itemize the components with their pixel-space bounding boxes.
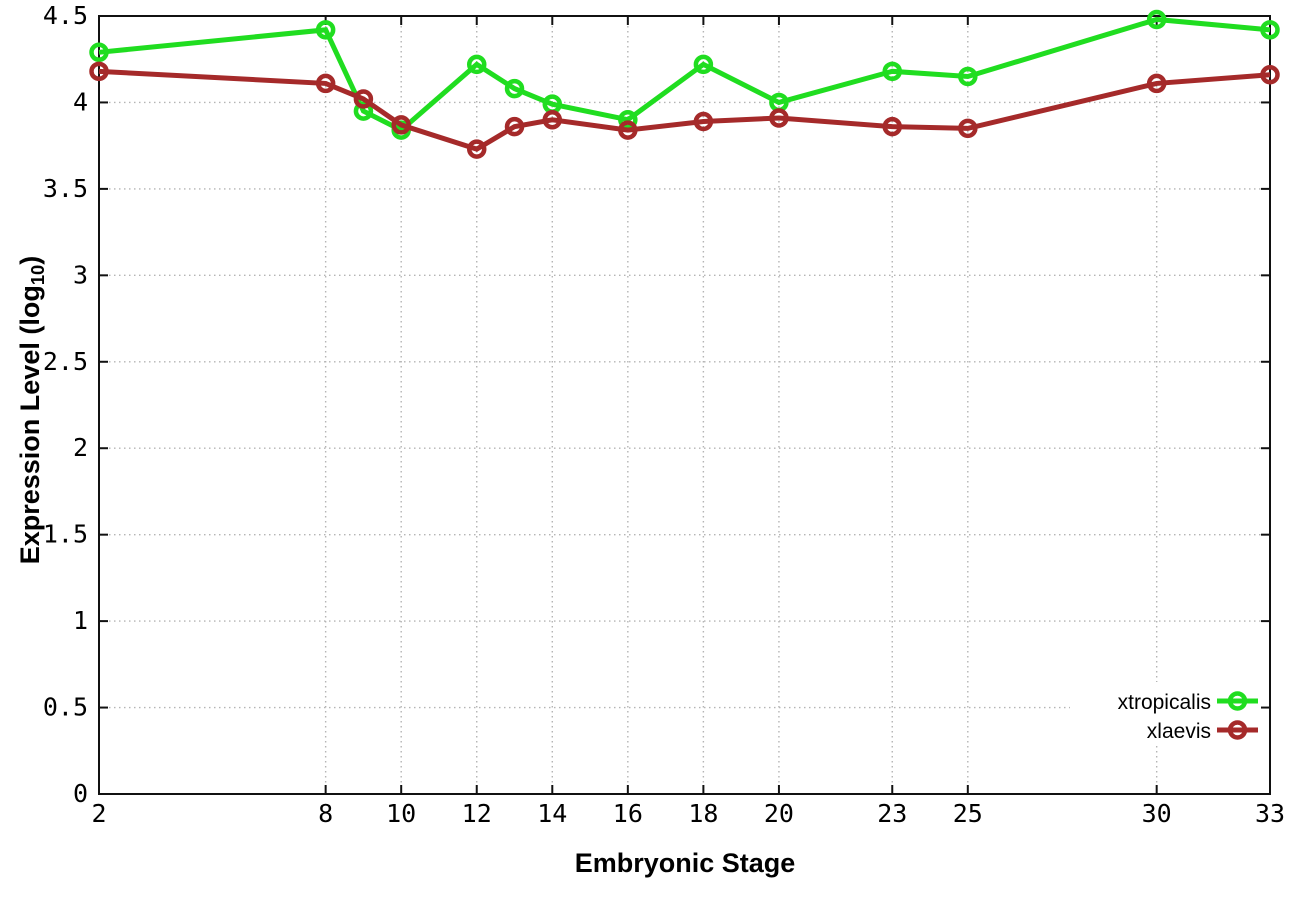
y-tick-label: 3.5: [43, 174, 88, 203]
data-point-xlaevis: [618, 120, 638, 140]
series-line-xlaevis: [98, 68, 1271, 152]
data-point-xtropicalis: [1260, 20, 1280, 40]
data-point-xlaevis: [1146, 73, 1167, 94]
data-point-xlaevis: [769, 108, 789, 128]
y-tick-label: 0.5: [43, 693, 88, 722]
x-tick-label: 16: [613, 799, 643, 828]
y-tick-label: 1.5: [43, 520, 88, 549]
data-point-xtropicalis: [89, 42, 109, 63]
x-tick-label: 14: [537, 799, 567, 828]
legend-label: xtropicalis: [1118, 691, 1211, 714]
series-xlaevis: [89, 61, 1280, 159]
y-tick-label: 3: [73, 260, 88, 289]
data-point-xtropicalis: [315, 20, 336, 40]
legend-label: xlaevis: [1147, 720, 1211, 743]
x-tick-label: 20: [764, 799, 794, 828]
data-point-xtropicalis: [504, 78, 525, 99]
x-tick-label: 25: [953, 799, 983, 828]
data-point-xtropicalis: [353, 101, 374, 121]
x-tick-label: 33: [1255, 799, 1285, 828]
legend-sample-marker: [1227, 691, 1248, 711]
y-tick-label: 2.5: [43, 347, 88, 376]
data-point-xlaevis: [315, 73, 336, 94]
data-point-xtropicalis: [882, 61, 903, 82]
x-tick-label: 8: [318, 799, 333, 828]
plot-border: [98, 15, 1271, 795]
x-tick-label: 12: [462, 799, 492, 828]
y-tick-label: 1: [73, 606, 88, 635]
x-tick-label: 2: [91, 799, 106, 828]
data-point-xlaevis: [1260, 65, 1280, 85]
data-point-xtropicalis: [466, 54, 487, 75]
data-point-xtropicalis: [618, 109, 638, 130]
data-point-xtropicalis: [958, 66, 978, 87]
legend-sample-marker: [1227, 720, 1248, 740]
x-tick-label: 23: [877, 799, 907, 828]
series-xtropicalis: [89, 9, 1280, 140]
data-point-xtropicalis: [693, 54, 714, 75]
data-point-xlaevis: [504, 116, 525, 137]
y-axis-title-close-paren: ): [15, 255, 45, 265]
data-point-xlaevis: [882, 116, 903, 137]
x-tick-label: 30: [1142, 799, 1172, 828]
y-tick-label: 4.5: [43, 1, 88, 30]
y-axis-title: Expression Level (log10): [13, 10, 48, 810]
data-point-xlaevis: [89, 61, 109, 82]
data-point-xlaevis: [466, 139, 487, 159]
series-line-xtropicalis: [98, 16, 1271, 134]
data-point-xlaevis: [958, 118, 978, 139]
legend-item-xlaevis: xlaevis: [1147, 720, 1258, 743]
y-tick-label: 4: [73, 87, 88, 116]
y-tick-label: 0: [73, 779, 88, 808]
data-point-xlaevis: [542, 109, 563, 130]
data-point-xtropicalis: [1146, 9, 1167, 30]
legend-item-xtropicalis: xtropicalis: [1118, 691, 1258, 714]
x-tick-label: 10: [386, 799, 416, 828]
y-axis-title-subscript: 10: [26, 264, 48, 286]
data-point-xlaevis: [391, 115, 411, 135]
x-tick-label: 18: [688, 799, 718, 828]
y-axis-title-text: Expression Level (log: [15, 285, 45, 565]
y-tick-label: 2: [73, 433, 88, 462]
data-point-xlaevis: [693, 111, 714, 132]
x-axis-title: Embryonic Stage: [574, 848, 796, 878]
data-point-xlaevis: [353, 89, 374, 109]
